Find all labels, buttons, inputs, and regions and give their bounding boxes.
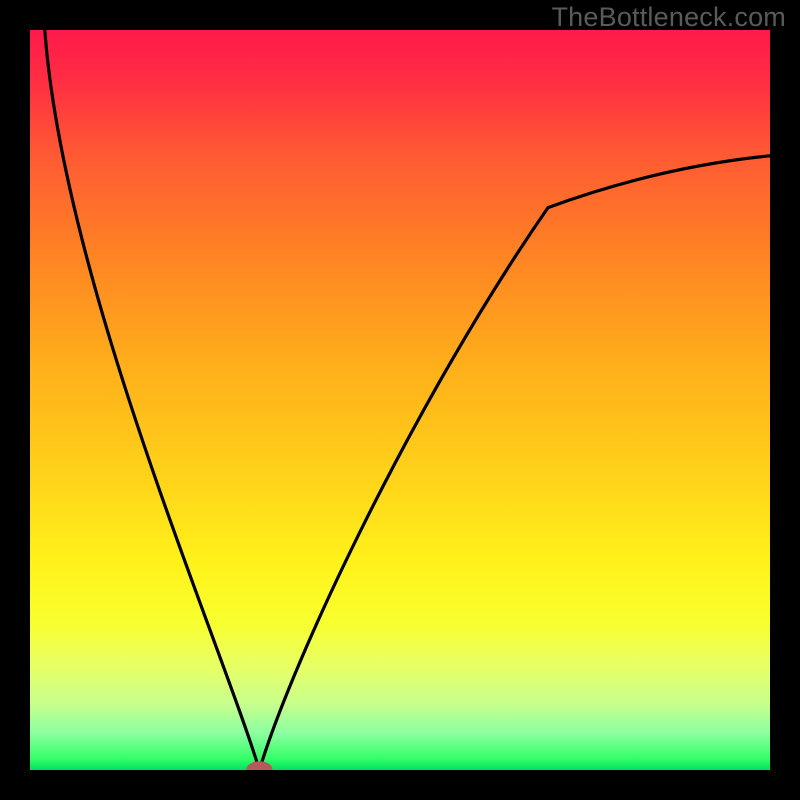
gradient-fill (30, 30, 770, 770)
chart-svg (30, 30, 770, 770)
watermark-text: TheBottleneck.com (551, 2, 786, 33)
chart-stage: TheBottleneck.com (0, 0, 800, 800)
plot-area (30, 30, 770, 770)
